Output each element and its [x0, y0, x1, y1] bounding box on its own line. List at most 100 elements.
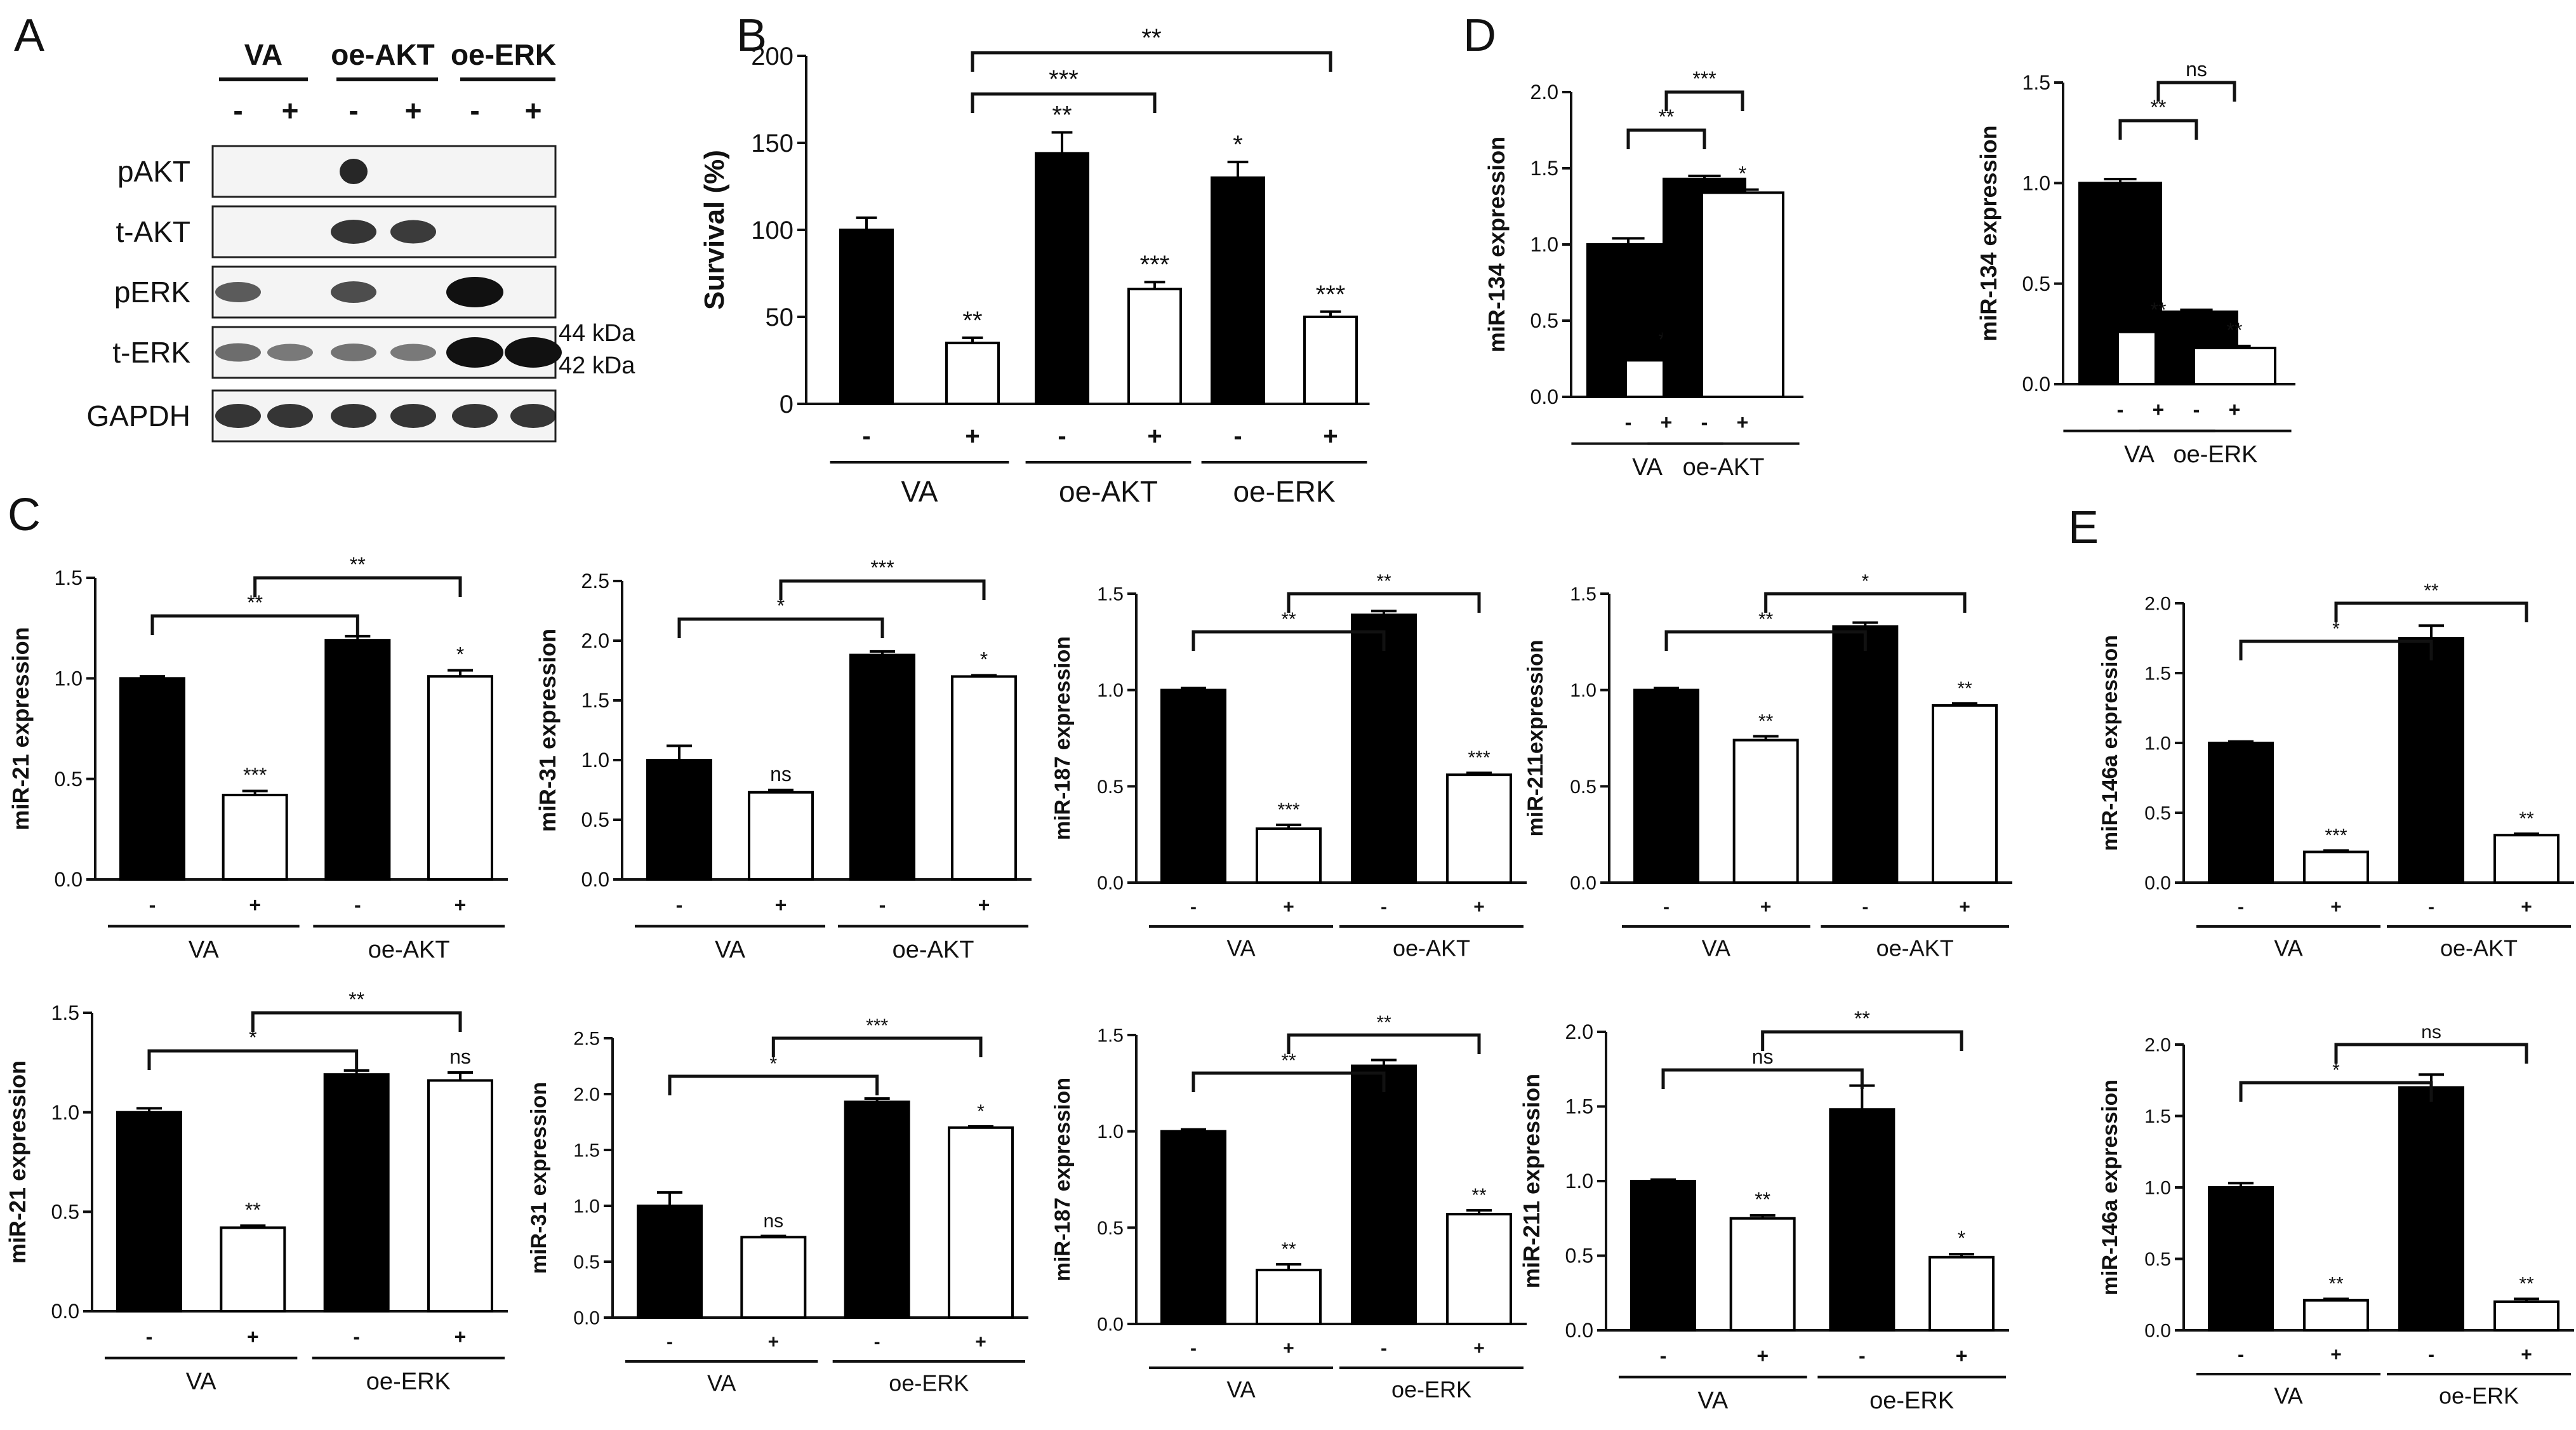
significance-bracket	[1192, 630, 1386, 651]
treatment-label: +	[1756, 1344, 1769, 1367]
treatment-label: +	[1323, 422, 1338, 450]
blot-membrane	[211, 326, 557, 379]
bar	[844, 1100, 910, 1319]
y-tick-label: 2.0	[2144, 1035, 2171, 1056]
y-axis-label: miR-31 expression	[527, 1082, 551, 1274]
treatment-label: -	[1663, 897, 1670, 918]
treatment-label: +	[455, 893, 467, 916]
bracket-label: **	[1281, 609, 1296, 630]
y-tick-label: 1.5	[1530, 157, 1558, 180]
significance-bracket	[1664, 630, 1867, 651]
significance-bracket	[2239, 639, 2433, 660]
significance-bracket	[2239, 1081, 2433, 1102]
significance-mark: *	[456, 643, 464, 666]
blot-row-label: GAPDH	[86, 399, 190, 432]
blot-band	[331, 404, 376, 428]
treatment-label: +	[2330, 897, 2342, 918]
treatment-label: -	[354, 893, 361, 916]
group-label: oe-ERK	[2439, 1383, 2519, 1409]
blot-band	[215, 404, 261, 428]
treatment-label: +	[2330, 1344, 2342, 1365]
bar	[748, 791, 814, 881]
treatment-label: +	[978, 893, 990, 916]
bar	[637, 1205, 703, 1319]
group-label: oe-ERK	[889, 1370, 969, 1396]
y-tick-label: 1.5	[581, 689, 609, 712]
significance-bracket	[2334, 1043, 2528, 1064]
significance-bracket	[147, 1049, 359, 1070]
blot-membrane	[211, 145, 557, 198]
significance-bracket	[2156, 81, 2236, 102]
y-tick-label: 0.5	[2144, 803, 2171, 824]
treatment-label: -	[879, 893, 886, 916]
y-tick-label: 0	[780, 391, 793, 418]
chart-c7: 0.0 0.5 1.0 1.5 miR-187 expression - ** + - ** + VA…	[1051, 1012, 1527, 1403]
blot-band	[331, 281, 376, 303]
blot-row-label: t-ERK	[112, 336, 190, 369]
y-tick-label: 1.0	[573, 1196, 600, 1217]
marker-42kda: 42 kDa	[559, 352, 635, 379]
significance-mark: **	[1957, 678, 1972, 699]
y-axis-label: miR-211expression	[1524, 640, 1548, 837]
bar	[2208, 742, 2274, 884]
bar	[2303, 1299, 2369, 1332]
significance-mark: ns	[449, 1045, 471, 1068]
significance-mark: *	[977, 1101, 985, 1122]
bar	[839, 229, 894, 405]
significance-mark: **	[1758, 711, 1774, 732]
y-tick-label: 1.0	[1530, 233, 1558, 256]
y-tick-label: 0.0	[2022, 373, 2050, 396]
bar	[2493, 834, 2559, 884]
significance-bracket	[1661, 1068, 1864, 1089]
treatment-label: -	[149, 893, 156, 916]
treatment-label: +	[249, 893, 261, 916]
significance-bracket	[251, 1011, 462, 1032]
panel-label-b: B	[736, 10, 767, 61]
y-tick-label: 2.0	[1530, 81, 1558, 104]
treatment-label: -	[2238, 1344, 2244, 1365]
significance-mark: **	[1755, 1188, 1770, 1211]
y-axis-label: miR-211 expression	[1518, 1074, 1544, 1288]
significance-bracket	[1626, 128, 1706, 149]
blot-membrane	[211, 205, 557, 258]
bar	[1630, 1180, 1696, 1332]
bracket-label: ***	[866, 1015, 888, 1036]
treatment-label: +	[1473, 897, 1485, 918]
bar	[324, 639, 391, 881]
panel-label-c: C	[8, 490, 41, 540]
bar	[1127, 288, 1182, 405]
treatment-label: +	[775, 893, 787, 916]
bracket-label: *	[2332, 1060, 2340, 1081]
y-tick-label: 50	[766, 304, 794, 331]
significance-mark: *	[980, 648, 988, 671]
y-tick-label: 0.0	[1097, 1314, 1124, 1335]
y-tick-label: 200	[751, 43, 793, 70]
bar	[1701, 191, 1784, 398]
treatment-label: -	[1859, 1344, 1866, 1367]
significance-mark: **	[962, 307, 982, 335]
treatment-label: -	[862, 422, 870, 450]
treatment-label: -	[2117, 398, 2124, 421]
bar	[1446, 1213, 1512, 1325]
group-label: oe-AKT	[1393, 935, 1470, 961]
bar	[2398, 1086, 2464, 1332]
blot-lane-treatment: +	[525, 94, 542, 127]
y-axis-label: Survival (%)	[699, 150, 730, 310]
y-axis-label: miR-21 expression	[4, 1060, 30, 1264]
bracket-label: ns	[2421, 1022, 2441, 1043]
blot-lane-treatment: +	[405, 94, 422, 127]
bar	[2208, 1186, 2274, 1332]
significance-bracket	[668, 1074, 879, 1095]
bracket-label: ***	[1692, 67, 1716, 90]
y-tick-label: 2.0	[2144, 594, 2171, 615]
group-label: VA	[715, 937, 746, 963]
blot-band	[331, 220, 376, 244]
chart-c4: 0.0 0.5 1.0 1.5 miR-211expression - ** + - ** + VA o…	[1524, 571, 2012, 961]
treatment-label: +	[1661, 411, 1673, 434]
bar	[323, 1073, 390, 1313]
bar	[646, 759, 712, 881]
treatment-label: -	[1190, 1338, 1197, 1359]
blot-membrane	[211, 389, 557, 443]
